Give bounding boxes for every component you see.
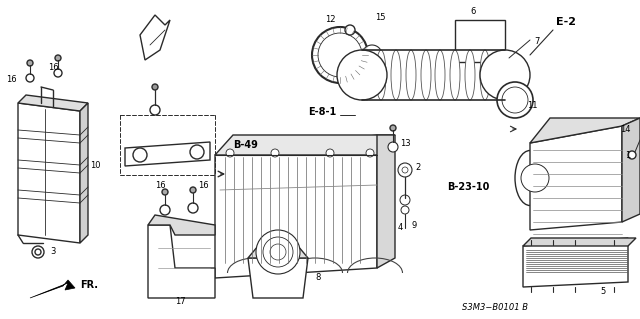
Circle shape: [160, 205, 170, 215]
Polygon shape: [80, 103, 88, 243]
Circle shape: [55, 55, 61, 61]
Circle shape: [54, 69, 62, 77]
Text: 1: 1: [625, 151, 630, 160]
Ellipse shape: [450, 50, 460, 100]
Polygon shape: [148, 215, 215, 235]
Text: 15: 15: [375, 13, 385, 23]
Circle shape: [150, 105, 160, 115]
Ellipse shape: [465, 50, 475, 100]
Text: 11: 11: [527, 100, 538, 109]
Text: 14: 14: [620, 125, 630, 135]
Circle shape: [362, 45, 382, 65]
Ellipse shape: [391, 50, 401, 100]
Polygon shape: [377, 135, 395, 268]
Circle shape: [162, 189, 168, 195]
Circle shape: [521, 164, 549, 192]
Circle shape: [326, 149, 334, 157]
Circle shape: [388, 142, 398, 152]
Circle shape: [401, 206, 409, 214]
Circle shape: [337, 50, 387, 100]
Circle shape: [35, 249, 41, 255]
Polygon shape: [125, 142, 210, 166]
Polygon shape: [30, 280, 75, 298]
Text: B-49: B-49: [233, 140, 258, 150]
Polygon shape: [18, 103, 80, 243]
Text: 5: 5: [600, 287, 605, 296]
Circle shape: [226, 149, 234, 157]
Circle shape: [480, 50, 530, 100]
Circle shape: [270, 244, 286, 260]
Text: E-8-1: E-8-1: [308, 107, 336, 117]
Text: 4: 4: [398, 224, 403, 233]
Circle shape: [26, 74, 34, 82]
Circle shape: [32, 246, 44, 258]
Text: 12: 12: [325, 16, 335, 25]
Text: 17: 17: [175, 298, 186, 307]
Polygon shape: [523, 238, 636, 246]
Polygon shape: [148, 225, 215, 298]
Ellipse shape: [406, 50, 416, 100]
Text: FR.: FR.: [80, 280, 98, 290]
Circle shape: [502, 87, 528, 113]
Circle shape: [256, 230, 300, 274]
Polygon shape: [530, 126, 622, 230]
Circle shape: [500, 57, 510, 67]
Polygon shape: [622, 118, 640, 222]
Text: 13: 13: [400, 138, 411, 147]
Polygon shape: [215, 135, 377, 278]
Text: 3: 3: [50, 248, 56, 256]
Circle shape: [345, 25, 355, 35]
Circle shape: [190, 187, 196, 193]
Circle shape: [390, 125, 396, 131]
Circle shape: [628, 151, 636, 159]
Circle shape: [497, 82, 533, 118]
Circle shape: [271, 149, 279, 157]
Polygon shape: [215, 135, 395, 155]
Text: S3M3−B0101 B: S3M3−B0101 B: [462, 303, 528, 313]
Ellipse shape: [480, 50, 490, 100]
Text: 16: 16: [6, 76, 17, 85]
Ellipse shape: [435, 50, 445, 100]
Polygon shape: [530, 118, 640, 143]
Polygon shape: [140, 15, 170, 60]
Circle shape: [366, 149, 374, 157]
Bar: [455, 20, 505, 62]
Text: E-2: E-2: [556, 17, 576, 27]
Text: 10: 10: [90, 160, 100, 169]
Circle shape: [133, 148, 147, 162]
Circle shape: [190, 145, 204, 159]
Text: B-23-10: B-23-10: [447, 182, 490, 192]
Polygon shape: [18, 95, 88, 111]
Text: 7: 7: [534, 38, 540, 47]
Circle shape: [263, 237, 293, 267]
Circle shape: [398, 163, 412, 177]
Text: 9: 9: [412, 220, 417, 229]
Circle shape: [27, 60, 33, 66]
Text: 6: 6: [470, 8, 476, 17]
Circle shape: [400, 195, 410, 205]
Text: 16: 16: [198, 181, 209, 189]
Polygon shape: [248, 246, 308, 258]
Circle shape: [312, 27, 368, 83]
Ellipse shape: [421, 50, 431, 100]
Ellipse shape: [376, 50, 386, 100]
Text: 16: 16: [155, 181, 166, 189]
Polygon shape: [248, 258, 308, 298]
Circle shape: [402, 167, 408, 173]
Ellipse shape: [362, 50, 372, 100]
Text: 16: 16: [48, 63, 59, 72]
Text: 8: 8: [315, 273, 321, 283]
Polygon shape: [523, 238, 628, 287]
Circle shape: [152, 84, 158, 90]
Text: 2: 2: [415, 164, 420, 173]
Circle shape: [188, 203, 198, 213]
Circle shape: [318, 33, 362, 77]
